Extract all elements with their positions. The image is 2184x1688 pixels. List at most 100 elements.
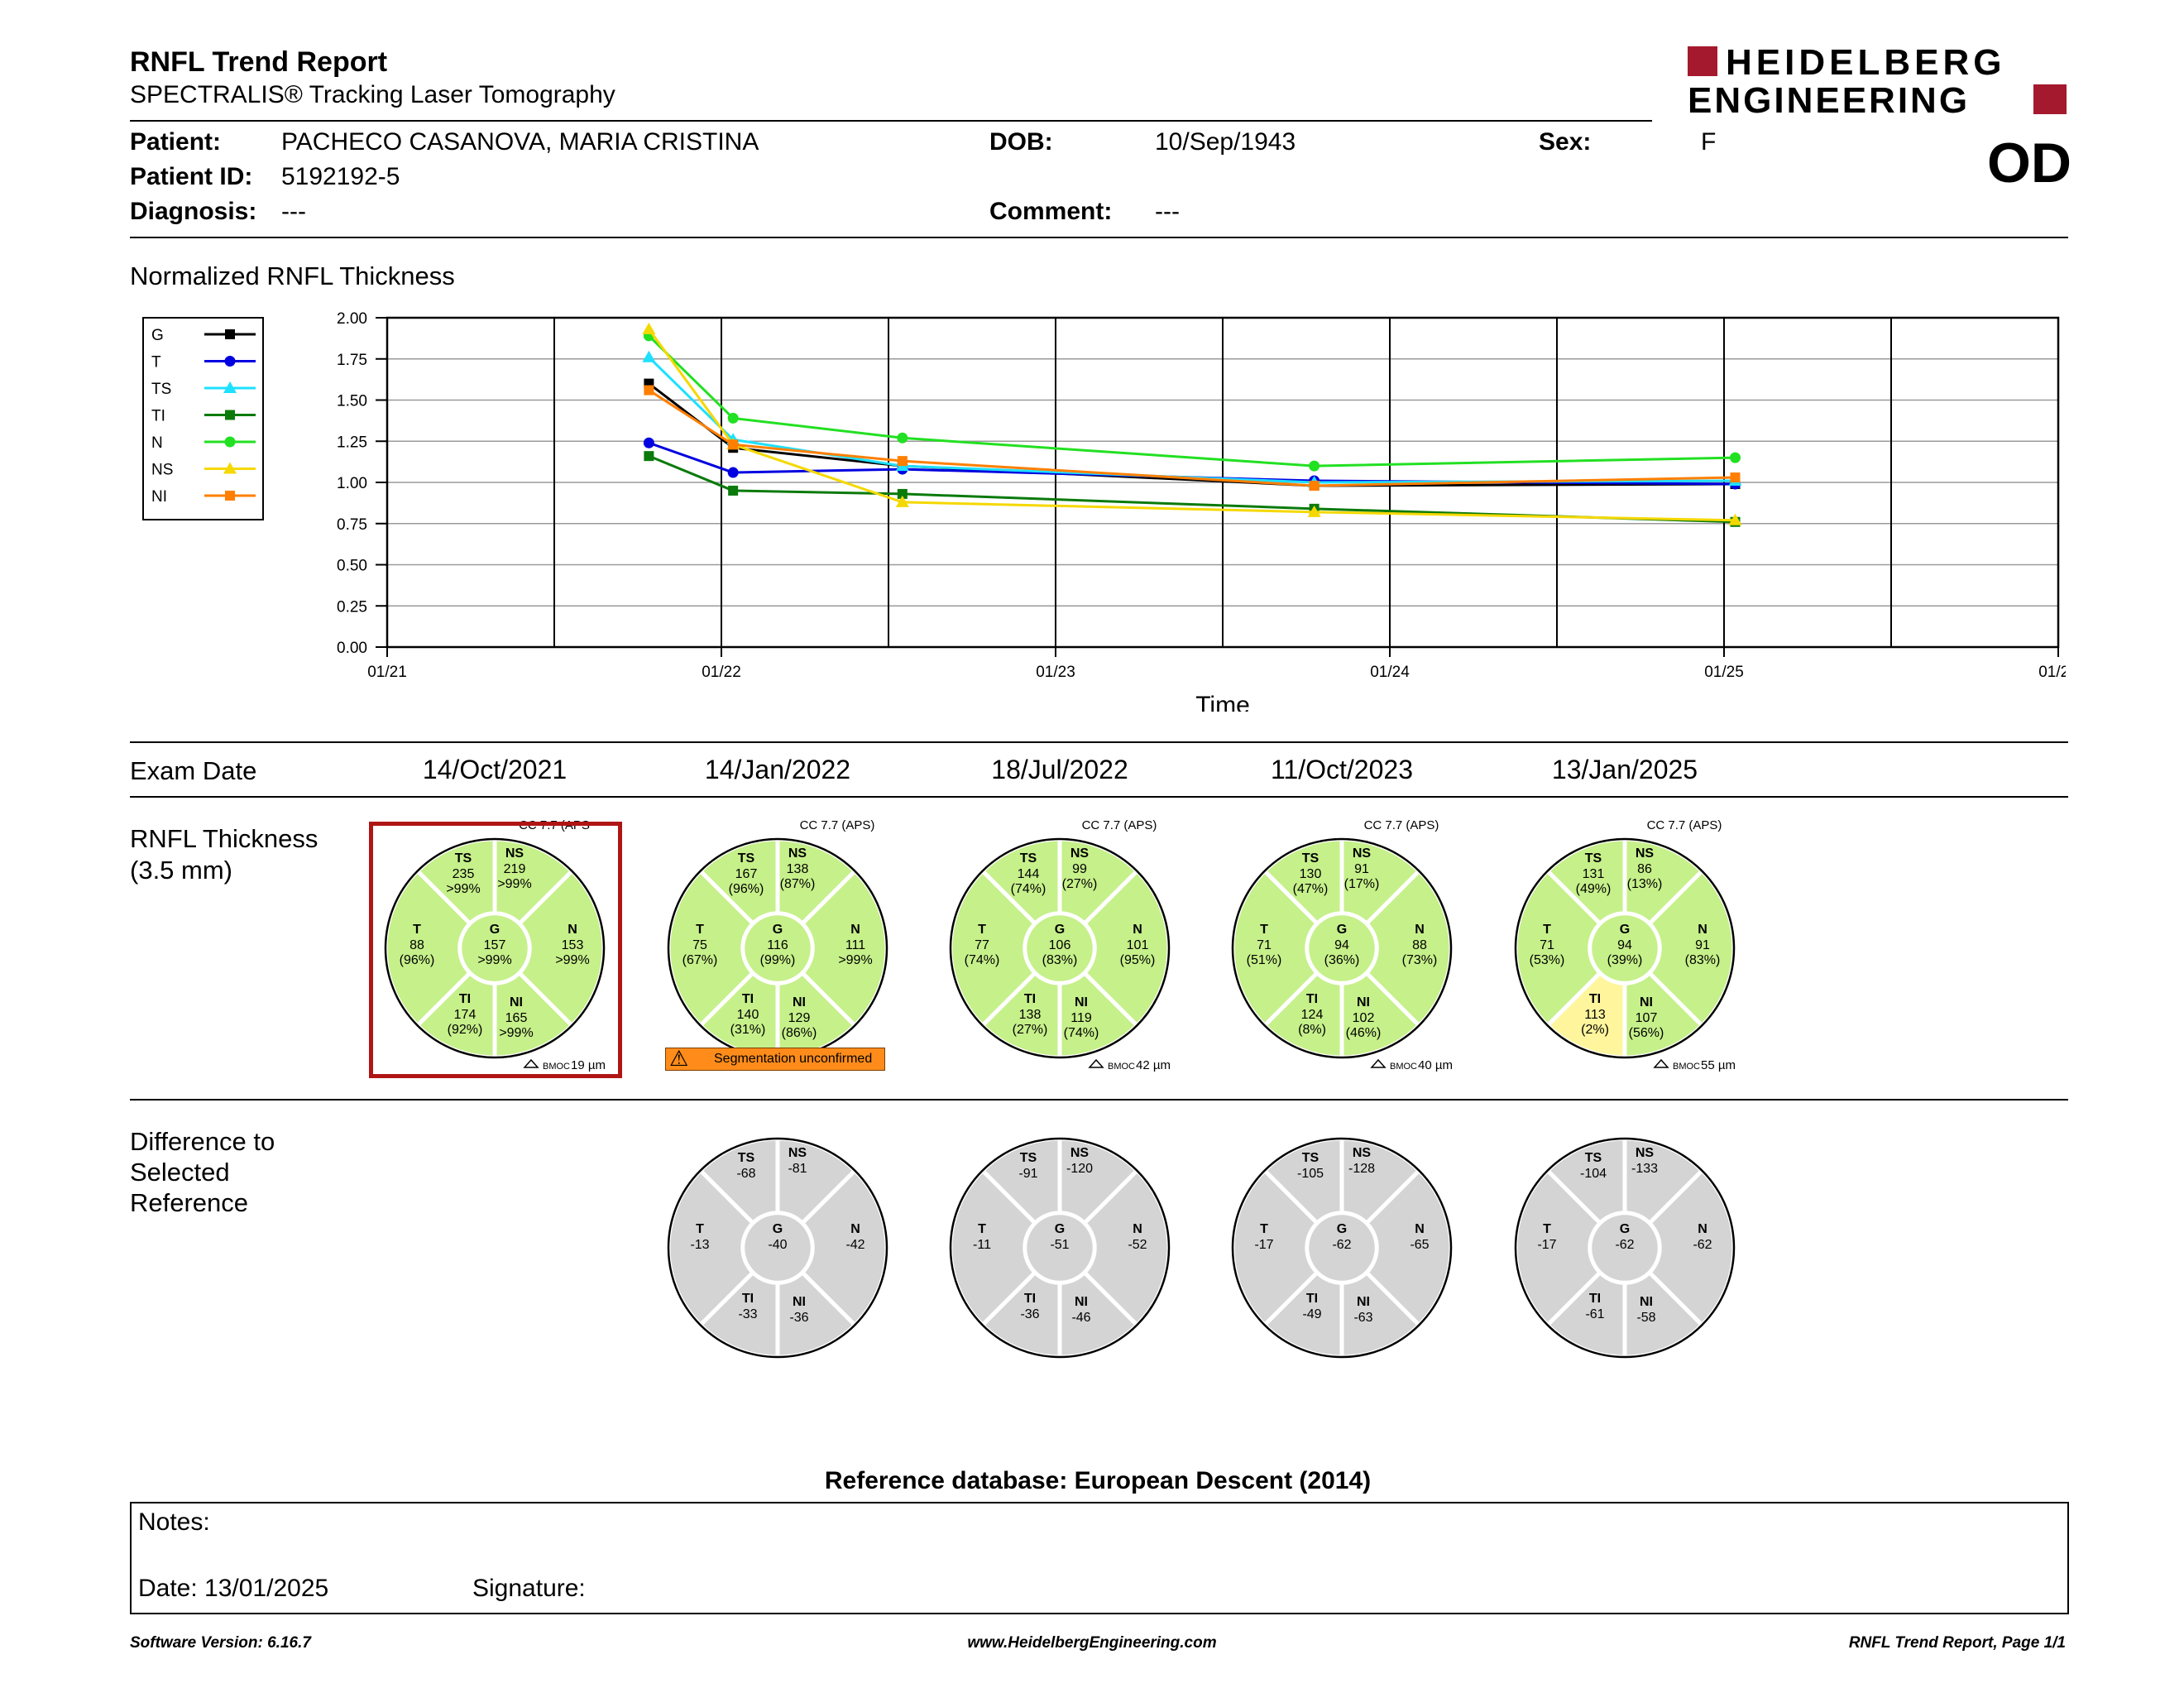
- plot-frame: [386, 316, 2060, 649]
- sector-percent-ni: >99%: [499, 1026, 533, 1040]
- sector-value-ts: -105: [1297, 1167, 1324, 1181]
- sector-percent-g: (83%): [1042, 953, 1078, 967]
- sector-label-name-g: G: [773, 923, 783, 937]
- sector-g: [1588, 1211, 1662, 1285]
- legend-swatch-marker: [224, 356, 236, 367]
- series-g: [644, 378, 1741, 491]
- delta-icon: [523, 1058, 539, 1068]
- sector-value-t: -17: [1537, 1238, 1556, 1252]
- sector-value-g: 94: [1334, 938, 1349, 952]
- patient-name: PACHECO CASANOVA, MARIA CRISTINA: [281, 128, 759, 156]
- bmoc-value: 19 µm: [571, 1058, 606, 1072]
- sector-label-name-n: N: [1133, 1222, 1142, 1236]
- circle-outline: [949, 1137, 1171, 1359]
- sector-label-name-ni: NI: [793, 995, 806, 1009]
- trend-chart: 0.00 0.25 0.50 0.75 1.00 1.25 1.50 1.75 2.00 01/2…: [142, 310, 2066, 712]
- delta-icon: [1653, 1058, 1669, 1068]
- legend-swatch-marker: [225, 329, 235, 339]
- sector-label-name-t: T: [978, 923, 986, 937]
- series-ts: [642, 350, 1742, 487]
- warning-icon: ⚠: [669, 1046, 689, 1071]
- data-point-n: [897, 432, 908, 444]
- sector-value-ni: -63: [1353, 1311, 1372, 1325]
- notes-box[interactable]: Notes: Date: 13/01/2025 Signature:: [130, 1502, 2069, 1614]
- data-point-ns: [642, 322, 656, 334]
- sector-percent-ns: (87%): [780, 877, 816, 891]
- x-tick-label: 01/21: [367, 664, 407, 681]
- sector-label-name-ni: NI: [1075, 995, 1088, 1009]
- y-tick-label: 0.75: [337, 516, 367, 534]
- sector-g: [740, 911, 815, 985]
- sector-value-t: 71: [1540, 938, 1554, 952]
- sector-label-name-ni: NI: [510, 995, 523, 1009]
- sector-value-ts: 144: [1018, 867, 1040, 881]
- sector-percent-t: (53%): [1530, 953, 1565, 967]
- cc-label: CC 7.7 (APS): [1364, 818, 1439, 832]
- sector-label-name-ns: NS: [505, 846, 524, 861]
- data-point-ni: [1309, 480, 1320, 491]
- thickness-circle-3: TS144(74%)NS99(27%)T77(74%)G106(83%)N101…: [948, 818, 1171, 1072]
- sector-value-ts: -104: [1580, 1167, 1607, 1181]
- sector-label-name-ns: NS: [1353, 1146, 1372, 1160]
- eye-indicator: OD: [1987, 132, 2071, 194]
- selected-reference-frame[interactable]: [369, 822, 622, 1078]
- sector-label-name-n: N: [1133, 923, 1142, 937]
- sector-value-ti: 113: [1584, 1008, 1606, 1022]
- circle-outline: [1231, 1137, 1453, 1359]
- sector-label-name-ns: NS: [1636, 1146, 1655, 1160]
- legend-swatch-marker: [223, 462, 237, 474]
- sector-percent-ni: (86%): [782, 1026, 817, 1040]
- thickness-circle-1: TS235>99%NS219>99%T88(96%)G157>99%N153>9…: [383, 818, 606, 1072]
- sector-label-name-ti: TI: [1306, 1292, 1318, 1306]
- sector-percent-t: (51%): [1247, 953, 1282, 967]
- bmoc-indicator: BMOC 42 µm: [1088, 1058, 1171, 1072]
- sector-value-n: -65: [1410, 1238, 1429, 1252]
- sector-percent-n: (95%): [1120, 953, 1156, 967]
- notes-date: Date: 13/01/2025: [138, 1575, 329, 1602]
- circle-outline: [949, 837, 1171, 1059]
- reference-database: Reference database: European Descent (20…: [824, 1467, 1372, 1494]
- sector-percent-g: (99%): [760, 953, 796, 967]
- x-tick-label: 01/25: [1704, 664, 1744, 681]
- sector-label-name-g: G: [1337, 923, 1347, 937]
- circle-outline: [384, 837, 606, 1059]
- patient-id-label: Patient ID:: [130, 163, 253, 190]
- series-ns: [642, 322, 1742, 525]
- report-title: RNFL Trend Report: [130, 46, 388, 78]
- bmoc-value: 42 µm: [1136, 1058, 1171, 1072]
- legend-label: N: [151, 434, 163, 452]
- sector-percent-g: (39%): [1607, 953, 1643, 967]
- sector-label-name-n: N: [1415, 1222, 1425, 1236]
- sector-percent-ti: (8%): [1298, 1023, 1326, 1037]
- sector-label-name-t: T: [413, 923, 421, 937]
- sector-g: [1305, 1211, 1379, 1285]
- sector-value-ni: -36: [789, 1311, 808, 1325]
- sector-value-n: 101: [1127, 938, 1149, 952]
- sector-label-name-ti: TI: [1589, 992, 1601, 1006]
- sector-value-ti: 138: [1019, 1008, 1042, 1022]
- sector-label-name-ns: NS: [1070, 1146, 1090, 1160]
- sector-label-name-t: T: [696, 1222, 704, 1236]
- sector-value-ns: -133: [1631, 1162, 1658, 1176]
- footer-software-version: Software Version: 6.16.7: [130, 1634, 311, 1652]
- sector-percent-ts: (96%): [729, 882, 764, 896]
- sector-label-name-g: G: [1337, 1222, 1347, 1236]
- comment-value: ---: [1155, 198, 1180, 225]
- sector-value-ns: 138: [787, 862, 809, 876]
- brand-logo-line1: HEIDELBERG: [1726, 43, 2005, 83]
- comment-label: Comment:: [989, 198, 1113, 225]
- dob-value: 10/Sep/1943: [1155, 128, 1296, 156]
- data-point-n: [1729, 452, 1741, 463]
- x-axis-title: Time: [1195, 692, 1250, 712]
- y-tick-label: 0.00: [337, 640, 367, 657]
- sector-label-name-ns: NS: [788, 1146, 807, 1160]
- sector-value-ns: 99: [1072, 862, 1087, 876]
- sex-value: F: [1701, 128, 1717, 156]
- circle-outline: [667, 1137, 888, 1359]
- exam-date-label: Exam Date: [130, 756, 257, 785]
- footer-website[interactable]: www.HeidelbergEngineering.com: [967, 1634, 1217, 1652]
- sector-g: [1023, 1211, 1097, 1285]
- sector-value-ns: 219: [504, 862, 526, 876]
- sector-label-name-ti: TI: [1024, 1292, 1036, 1306]
- legend-label: T: [151, 354, 161, 372]
